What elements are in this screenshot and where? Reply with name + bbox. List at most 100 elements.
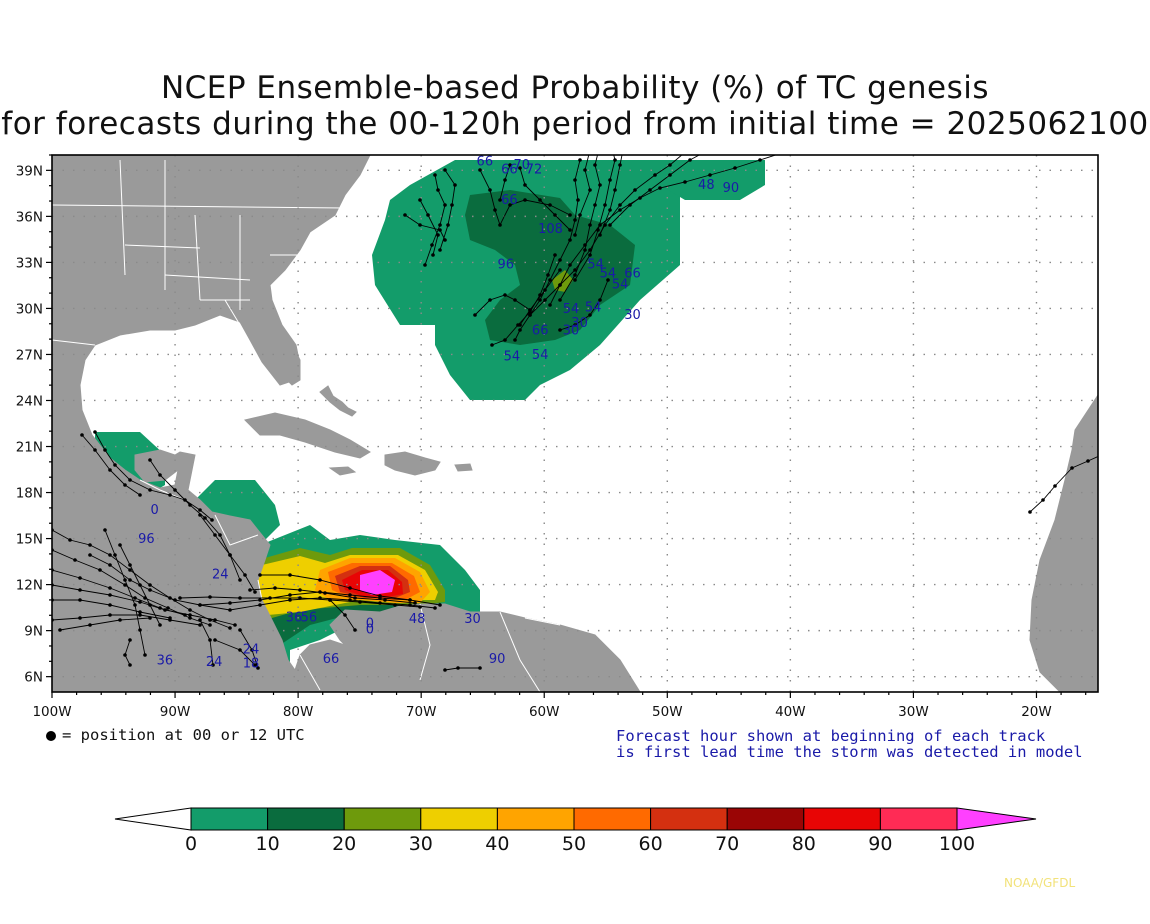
forecast-hour-label: 48 [409, 612, 426, 627]
forecast-hour-label: 90 [723, 181, 740, 196]
africa-land [1029, 394, 1098, 692]
forecast-hour-label: 66 [624, 267, 641, 282]
forecast-hour-label: 18 [243, 656, 260, 671]
track-position-dot [583, 168, 587, 172]
track-position-dot [546, 273, 550, 277]
track-position-dot [93, 448, 97, 452]
forecast-hour-label: 36 [157, 653, 174, 668]
lat-tick-label: 9N [24, 624, 43, 640]
forecast-hour-label: 30 [563, 324, 580, 339]
track-position-dot [608, 138, 612, 142]
track-position-dot [488, 298, 492, 302]
track-position-dot [538, 293, 542, 297]
track-position-dot [213, 638, 217, 642]
track-position-dot [168, 618, 172, 622]
track-position-dot [228, 608, 232, 612]
track-position-dot [208, 618, 212, 622]
track-position-dot [208, 638, 212, 642]
track-position-dot [158, 623, 162, 627]
track-position-dot [708, 173, 712, 177]
track-position-dot [608, 223, 612, 227]
forecast-hour-label: 96 [138, 532, 155, 547]
map-title-line2: for forecasts during the 00-120h period … [1, 106, 1149, 142]
forecast-hour-label: 72 [526, 162, 543, 177]
track-position-dot [538, 298, 542, 302]
track-position-dot [188, 616, 192, 620]
track-position-dots [52, 138, 1090, 672]
track-position-dot [128, 663, 132, 667]
track-position-dot [188, 613, 192, 617]
track-position-dot [436, 233, 440, 237]
forecast-hour-label: 24 [206, 655, 223, 670]
jamaica-land [328, 466, 357, 476]
track-position-dot [108, 563, 112, 567]
track-position-dot [128, 563, 132, 567]
track-position-dot [198, 618, 202, 622]
track-position-dot [163, 608, 167, 612]
track-position-dot [568, 213, 572, 217]
track-position-dot [138, 600, 142, 604]
track-position-dot [623, 138, 627, 142]
forecast-hour-label: 56 [301, 610, 318, 625]
track-position-dot [443, 203, 447, 207]
lon-tick-label: 80W [283, 704, 314, 720]
track-position-dot [173, 488, 177, 492]
lon-tick-label: 30W [898, 704, 929, 720]
track-position-dot [166, 606, 170, 610]
track-position-dot [393, 603, 397, 607]
lat-tick-label: 18N [16, 486, 43, 502]
track-position-dot [158, 606, 162, 610]
track-position-dot [593, 163, 597, 167]
track-position-dot [128, 568, 132, 572]
lat-tick-label: 24N [16, 393, 43, 409]
track-position-dot [108, 603, 112, 607]
track-position-dot [168, 596, 172, 600]
track-position-dot [148, 588, 152, 592]
track-position-dot [418, 198, 422, 202]
track-position-dot [198, 603, 202, 607]
track-position-dot [446, 223, 450, 227]
forecast-hour-label: 108 [538, 222, 563, 237]
track-position-dot [143, 653, 147, 657]
track-position-dot [543, 288, 547, 292]
forecast-hour-label: 30 [464, 612, 481, 627]
lon-tick-label: 20W [1021, 704, 1052, 720]
hispaniola-land [384, 451, 441, 476]
track-position-dot [343, 613, 347, 617]
track-position-dot [58, 628, 62, 632]
track-position-dot [758, 158, 762, 162]
track-position-dot [490, 343, 494, 347]
track-position-dot [128, 578, 132, 582]
track-position-dot [238, 578, 242, 582]
track-position-dot [353, 596, 357, 600]
track-position-dot [1053, 484, 1057, 488]
track-position-dot [213, 618, 217, 622]
track-position-dot [243, 573, 247, 577]
track-position-dot [613, 188, 617, 192]
forecast-hour-label: 54 [532, 348, 549, 363]
track-position-dot [558, 328, 562, 332]
track-position-dot [606, 278, 610, 282]
track-position-dot [358, 600, 362, 604]
forecast-hour-label: 36 [286, 610, 303, 625]
track-position-dot [93, 430, 97, 434]
track-position-dot [148, 616, 152, 620]
track-position-dot [148, 488, 152, 492]
track-position-dot [128, 638, 132, 642]
track-position-dot [498, 198, 502, 202]
track-position-dot [178, 596, 182, 600]
forecast-hour-label: 24 [212, 567, 229, 582]
track-position-dot [503, 338, 507, 342]
track-position-dot [688, 158, 692, 162]
track-position-dot [1086, 459, 1090, 463]
track-position-dot [1041, 498, 1045, 502]
prob-region-c100a [360, 570, 395, 595]
track-position-dot [528, 313, 532, 317]
track-position-dot [688, 146, 692, 150]
lat-tick-label: 6N [24, 670, 43, 686]
track-position-dot [348, 598, 352, 602]
track-position-dot [568, 238, 572, 242]
track-position-dot [273, 586, 277, 590]
track-position-dot [210, 518, 214, 522]
track-position-dot [568, 228, 572, 232]
